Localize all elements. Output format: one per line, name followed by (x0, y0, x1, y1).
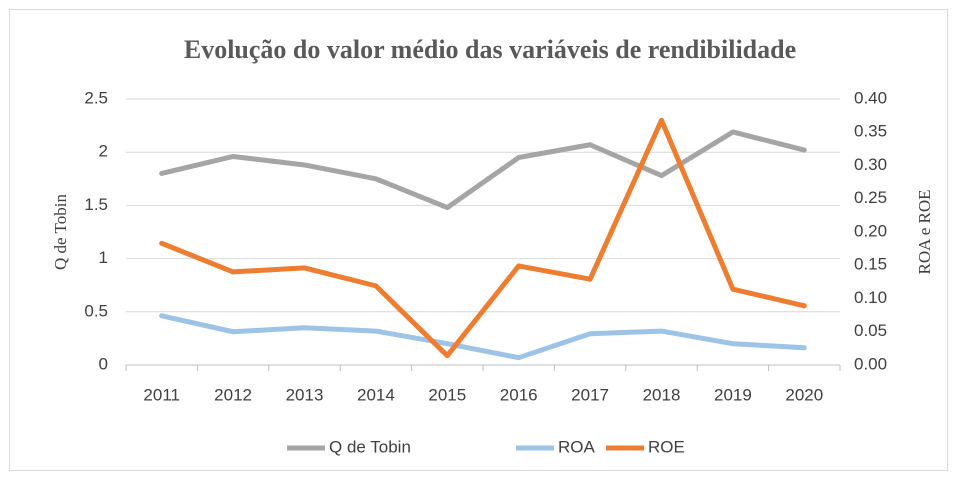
chart-title: Evolução do valor médio das variáveis de… (184, 35, 796, 64)
chart-border (9, 9, 948, 471)
x-tick-label: 2017 (571, 385, 609, 404)
x-tick-label: 2020 (785, 385, 823, 404)
series-line (159, 117, 807, 359)
y2-tick-label: 0.15 (854, 255, 887, 274)
y-tick-label: 0.5 (84, 301, 108, 320)
y-axis-label: Q de Tobin (51, 194, 70, 270)
x-tick-label: 2014 (357, 385, 395, 404)
x-tick-label: 2011 (143, 385, 180, 404)
y2-tick-label: 0.05 (854, 321, 887, 340)
y2-tick-label: 0.10 (854, 288, 887, 307)
y2-tick-label: 0.30 (854, 155, 887, 174)
series-line (159, 129, 807, 211)
x-tick-label: 2013 (286, 385, 324, 404)
x-tick-label: 2019 (714, 385, 752, 404)
y2-tick-label: 0.25 (854, 188, 887, 207)
x-tick-label: 2018 (643, 385, 681, 404)
x-tick-label: 2016 (500, 385, 538, 404)
y2-axis-label: ROA e ROE (915, 190, 934, 275)
y-tick-label: 0 (99, 354, 108, 373)
y-tick-label: 1.5 (84, 195, 108, 214)
legend-label: Q de Tobin (329, 437, 411, 456)
series-line (159, 313, 807, 361)
legend-label: ROE (648, 437, 685, 456)
y-tick-label: 2.5 (84, 88, 108, 107)
y2-tick-label: 0.35 (854, 122, 887, 141)
y2-tick-label: 0.00 (854, 354, 887, 373)
y-tick-label: 2 (99, 142, 108, 161)
y2-tick-label: 0.20 (854, 221, 887, 240)
x-tick-label: 2015 (428, 385, 466, 404)
legend-label: ROA (558, 437, 596, 456)
y2-tick-label: 0.40 (854, 88, 887, 107)
x-tick-label: 2012 (214, 385, 252, 404)
y-tick-label: 1 (99, 248, 108, 267)
